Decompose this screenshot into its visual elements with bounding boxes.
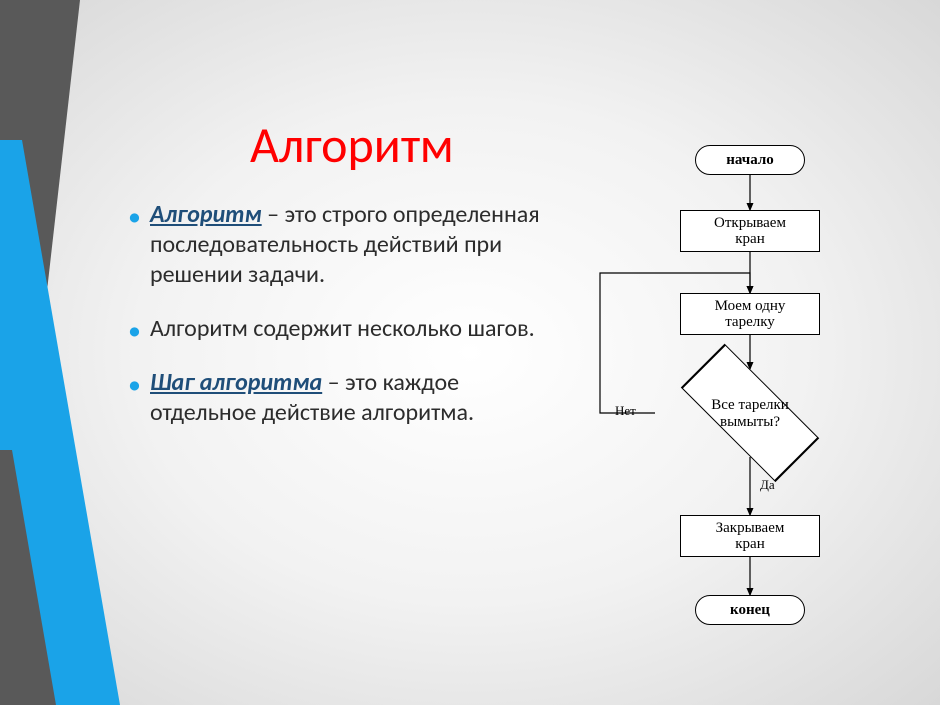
flow-node-wash: Моем однутарелку <box>680 293 820 335</box>
flow-node-open: Открываемкран <box>680 210 820 252</box>
flow-node-close: Закрываемкран <box>680 515 820 557</box>
bullet-1: Алгоритм – это строго определенная после… <box>120 200 550 290</box>
flow-edge-label-Нет: Нет <box>615 403 636 419</box>
slide-title: Алгоритм <box>250 115 454 176</box>
flowchart: начало Открываемкран Моем однутарелку Все т… <box>580 125 900 665</box>
content-area: Алгоритм – это строго определенная после… <box>120 200 550 452</box>
flow-edge-label-Да: Да <box>760 477 775 493</box>
flow-node-cond-label: Все тарелкивымыты? <box>680 397 820 430</box>
bullet-2-rest: Алгоритм содержит несколько шагов. <box>150 314 535 343</box>
bullet-1-term: Алгоритм <box>150 200 262 229</box>
flow-node-start: начало <box>695 145 805 175</box>
bullet-2: Алгоритм содержит несколько шагов. <box>120 314 550 344</box>
bullet-3: Шаг алгоритма – это каждое отдельное дей… <box>120 368 550 428</box>
flow-node-end: конец <box>695 595 805 625</box>
bullet-3-term: Шаг алгоритма <box>150 368 322 397</box>
